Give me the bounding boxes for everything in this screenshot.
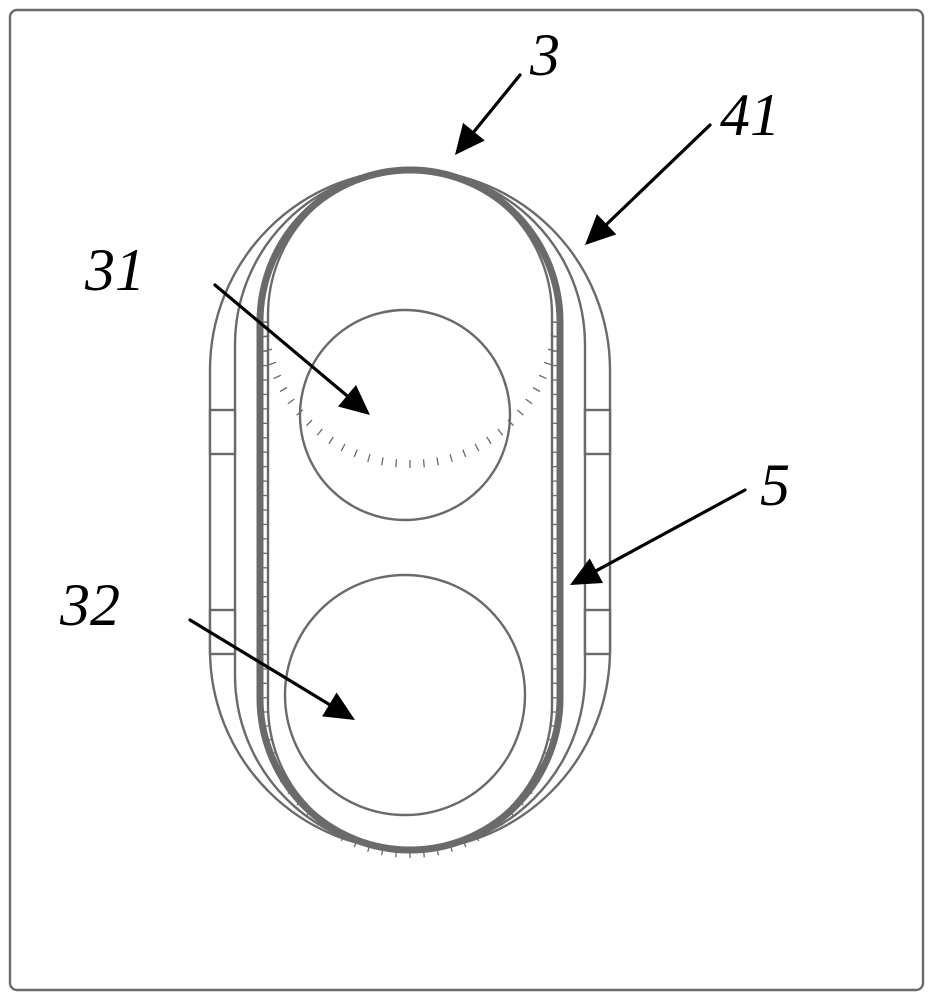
flange — [210, 410, 235, 454]
diagram-svg — [0, 0, 933, 1000]
lens-bottom — [285, 575, 525, 815]
flange — [585, 410, 610, 454]
label-5: 5 — [760, 455, 790, 515]
lens-top — [300, 310, 510, 520]
label-31: 31 — [85, 240, 145, 300]
label-3: 3 — [530, 25, 560, 85]
label-41: 41 — [720, 85, 780, 145]
outline-mid — [235, 170, 585, 850]
flange — [210, 610, 235, 654]
label-32: 32 — [60, 575, 120, 635]
outline-inner — [268, 170, 552, 850]
outline-thick — [260, 170, 560, 850]
flange — [585, 610, 610, 654]
